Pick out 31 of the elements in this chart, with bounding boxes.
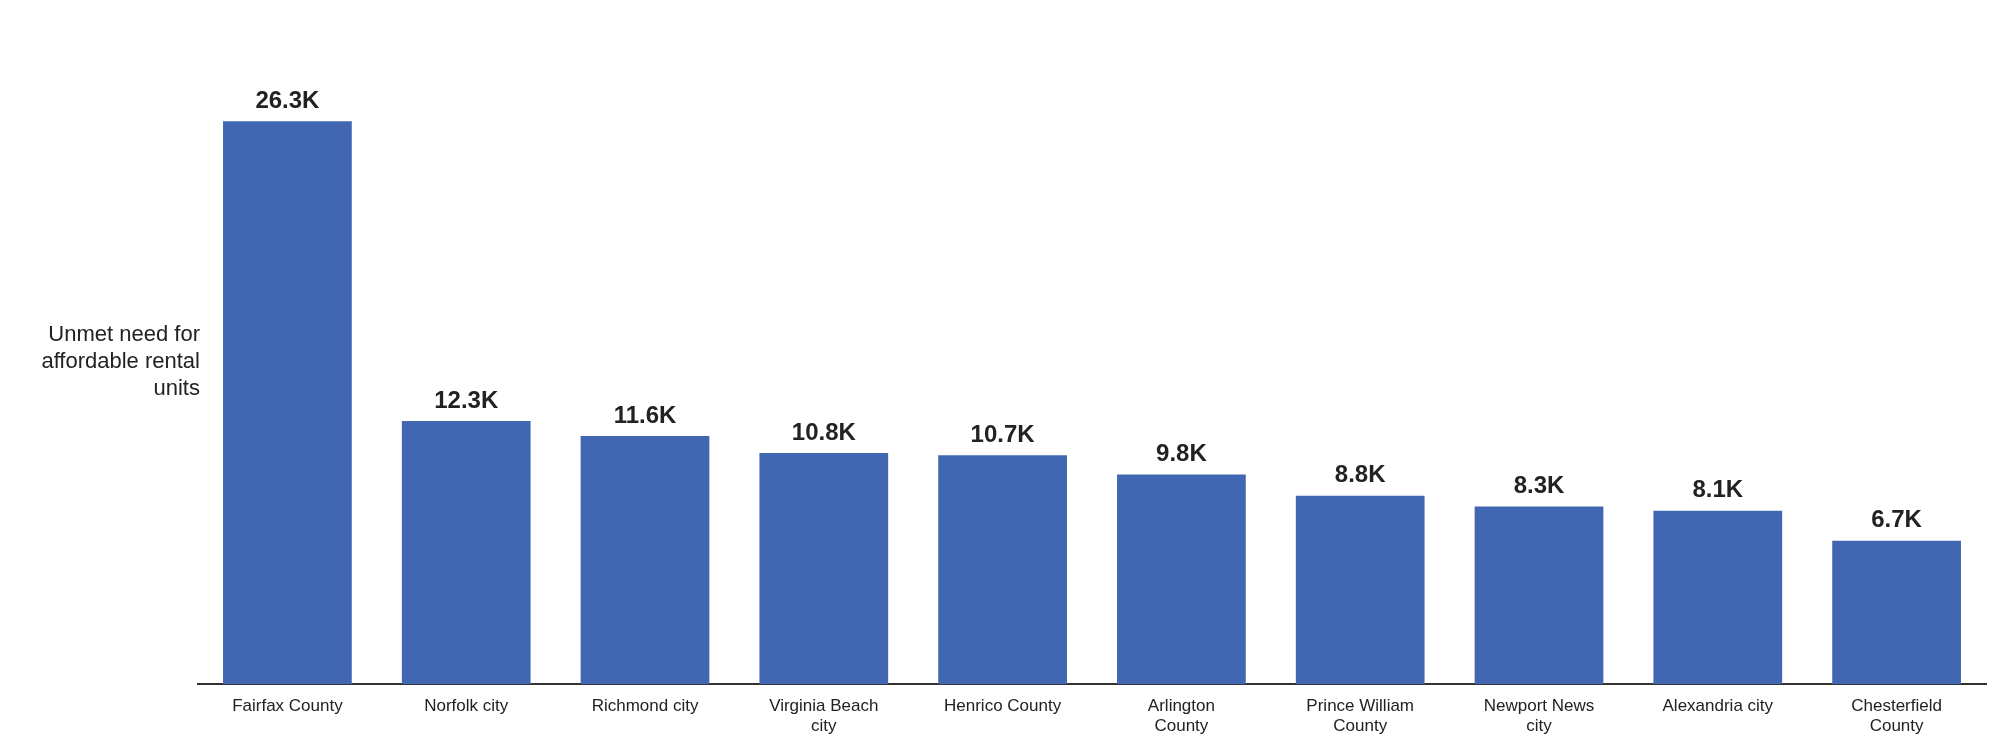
data-label: 10.8K [791, 417, 857, 445]
data-label: 8.1K [1692, 475, 1744, 503]
bar [1295, 495, 1425, 685]
x-tick-label: Newport News city [1483, 696, 1595, 736]
bar [223, 121, 352, 685]
data-label: 26.3K [255, 85, 321, 113]
x-tick-label: Virginia Beach city [769, 696, 879, 736]
bar [938, 455, 1067, 685]
bar [1653, 510, 1783, 685]
data-label: 10.7K [970, 419, 1036, 447]
x-tick-label: Henrico County [944, 696, 1062, 716]
bar [580, 435, 710, 685]
x-tick-label: Arlington County [1147, 696, 1215, 736]
data-label: 9.8K [1156, 439, 1208, 467]
data-label: 12.3K [434, 385, 499, 413]
bar [1832, 540, 1961, 685]
data-label: 8.3K [1513, 471, 1566, 499]
x-tick-label: Richmond city [591, 696, 699, 716]
x-tick-label: Alexandria city [1662, 696, 1774, 716]
x-tick-label: Norfolk city [424, 696, 509, 716]
y-axis-title: Unmet need for affordable rental units [40, 320, 200, 401]
data-label: 6.7K [1871, 505, 1923, 533]
bar [1117, 474, 1246, 685]
x-tick-label: Fairfax County [232, 696, 344, 716]
data-label: 8.8K [1334, 460, 1387, 488]
data-label: 11.6K [613, 400, 678, 428]
x-tick-label: Prince William County [1306, 696, 1415, 736]
bar [1474, 506, 1604, 685]
x-tick-label: Chesterfield County [1851, 696, 1942, 736]
bar [401, 420, 531, 685]
bar [759, 453, 889, 685]
